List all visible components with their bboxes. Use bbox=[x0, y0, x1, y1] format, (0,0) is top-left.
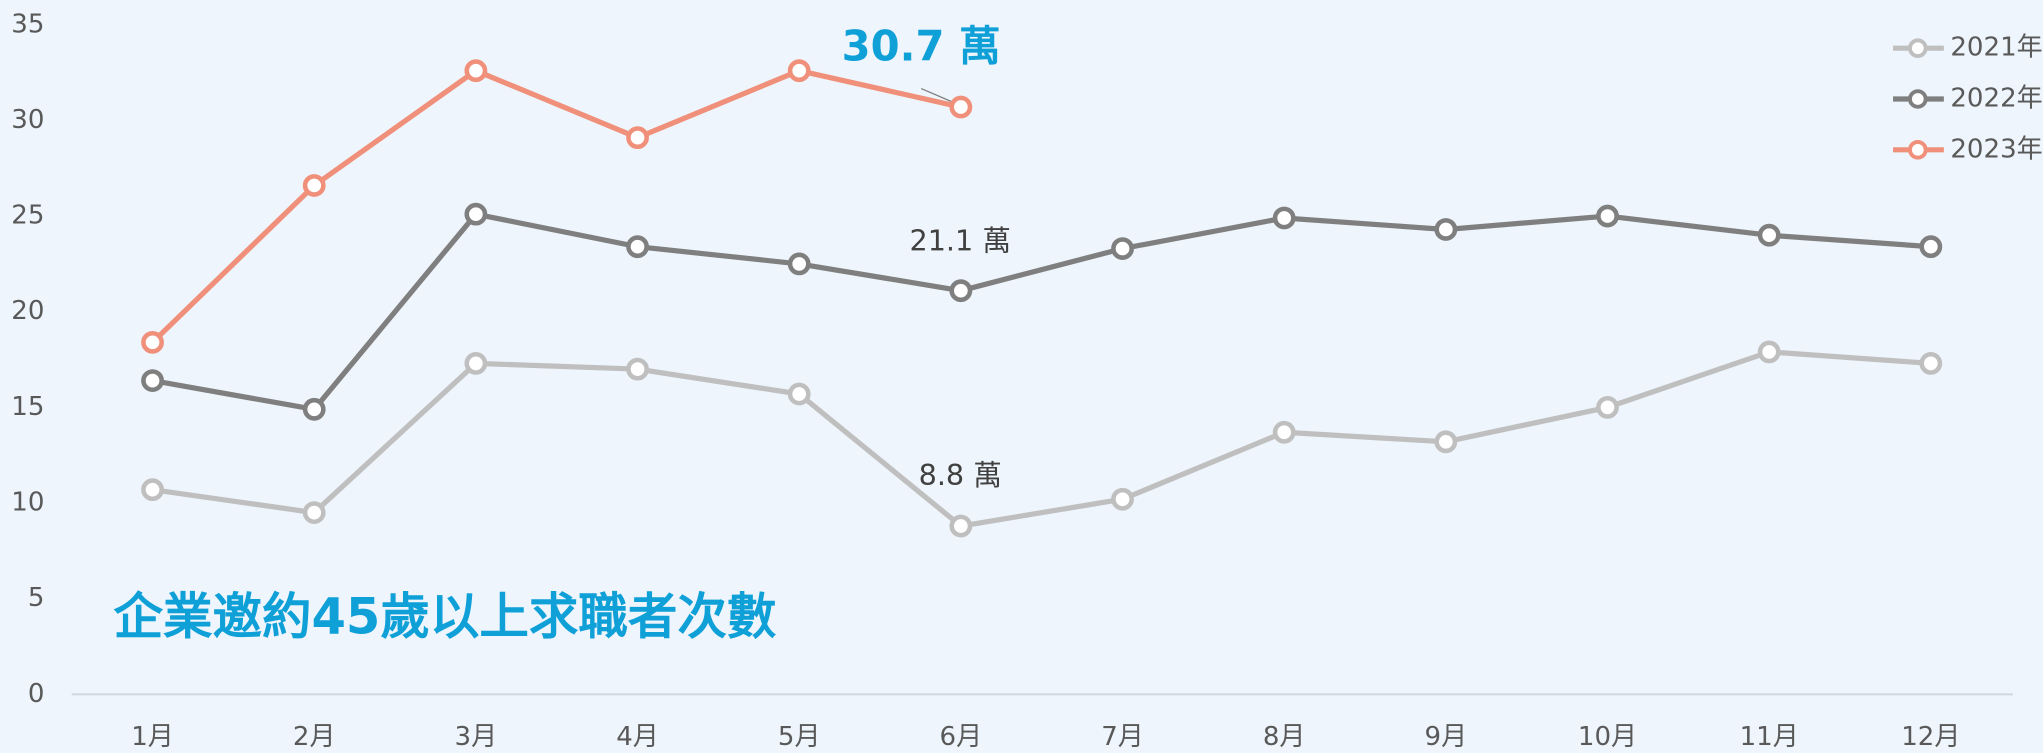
data-point bbox=[302, 501, 326, 525]
data-point bbox=[787, 252, 811, 276]
x-tick-label: 8月 bbox=[1263, 722, 1306, 752]
data-point bbox=[464, 59, 488, 83]
x-tick-label: 5月 bbox=[778, 722, 821, 752]
data-point bbox=[464, 351, 488, 375]
x-tick-label: 10月 bbox=[1578, 722, 1637, 752]
data-point bbox=[1596, 204, 1619, 228]
data-point bbox=[1919, 235, 1943, 259]
x-tick-label: 6月 bbox=[940, 722, 983, 752]
data-point bbox=[787, 59, 811, 83]
legend-marker bbox=[1908, 140, 1928, 160]
legend-marker bbox=[1908, 89, 1928, 109]
series-line bbox=[152, 349, 1932, 529]
data-point bbox=[1111, 487, 1134, 511]
data-point bbox=[1596, 395, 1619, 419]
legend-marker bbox=[1908, 38, 1928, 58]
y-tick-label: 25 bbox=[11, 201, 44, 231]
data-point bbox=[1272, 420, 1296, 444]
x-tick-label: 9月 bbox=[1425, 722, 1468, 752]
data-point bbox=[1919, 351, 1943, 375]
legend-label: 2023年 bbox=[1950, 134, 2042, 164]
annotation: 30.7 萬 bbox=[842, 22, 1001, 71]
data-point bbox=[626, 357, 649, 381]
x-tick-label: 3月 bbox=[455, 722, 498, 752]
data-point bbox=[949, 514, 973, 538]
y-tick-label: 30 bbox=[11, 105, 44, 135]
data-point bbox=[949, 279, 973, 303]
y-tick-label: 10 bbox=[11, 488, 44, 518]
y-tick-label: 20 bbox=[11, 296, 44, 326]
series-line bbox=[150, 68, 962, 345]
data-point bbox=[141, 369, 164, 393]
chart-title: 企業邀約45歲以上求職者次數 bbox=[113, 588, 776, 646]
data-point bbox=[302, 174, 326, 197]
y-tick-label: 0 bbox=[28, 679, 45, 709]
data-point bbox=[464, 202, 488, 226]
data-point bbox=[787, 382, 811, 406]
data-point bbox=[1272, 206, 1296, 230]
annotation: 8.8 萬 bbox=[919, 458, 1002, 492]
legend-label: 2021年 bbox=[1950, 33, 2042, 63]
data-point bbox=[1757, 340, 1781, 364]
y-tick-label: 35 bbox=[11, 9, 44, 39]
x-tick-label: 7月 bbox=[1101, 722, 1144, 752]
legend-label: 2022年 bbox=[1950, 84, 2042, 114]
data-point bbox=[626, 235, 649, 259]
x-tick-label: 11月 bbox=[1740, 722, 1799, 752]
x-tick-label: 1月 bbox=[131, 722, 174, 752]
y-tick-label: 15 bbox=[11, 392, 44, 422]
data-point bbox=[1434, 430, 1458, 454]
data-point bbox=[1757, 223, 1781, 247]
series-line bbox=[152, 211, 1932, 412]
y-tick-label: 5 bbox=[28, 583, 45, 613]
data-point bbox=[141, 330, 164, 354]
data-point bbox=[141, 478, 164, 502]
data-point bbox=[626, 126, 649, 150]
annotation: 21.1 萬 bbox=[909, 223, 1011, 257]
x-tick-label: 2月 bbox=[293, 722, 336, 752]
data-point bbox=[1111, 237, 1134, 260]
x-tick-label: 12月 bbox=[1901, 722, 1960, 752]
data-point bbox=[302, 397, 326, 421]
data-point bbox=[949, 95, 973, 119]
data-point bbox=[1434, 218, 1458, 241]
x-tick-label: 4月 bbox=[616, 722, 659, 752]
